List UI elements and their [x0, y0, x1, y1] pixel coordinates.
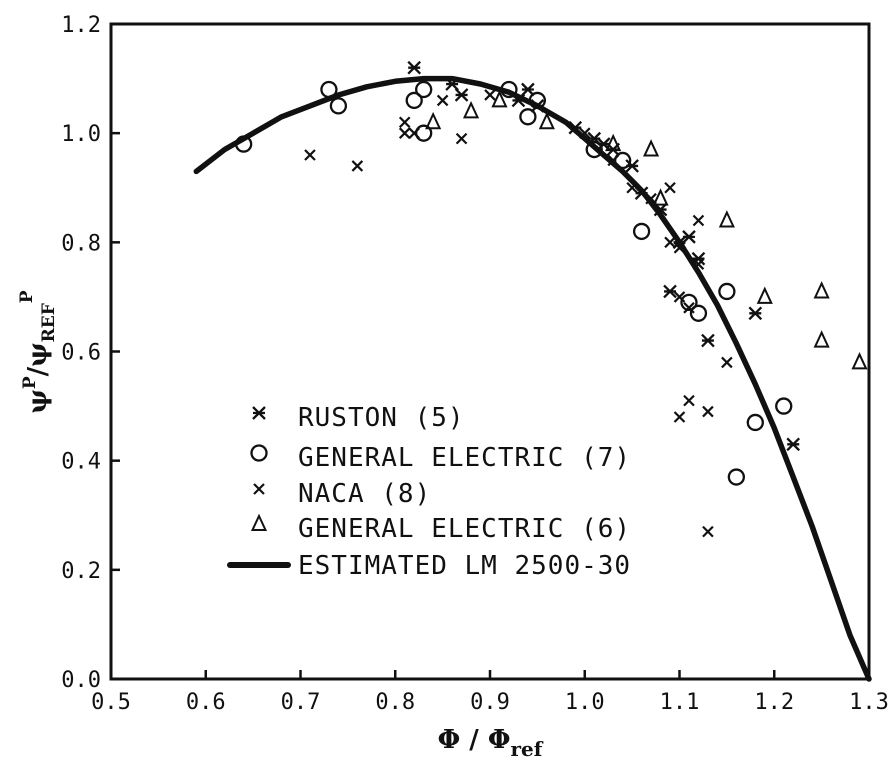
data-point-triangle — [462, 100, 480, 119]
data-point-triangle — [491, 90, 508, 108]
data-point-triangle — [643, 139, 660, 157]
data-point-circle — [689, 304, 708, 322]
data-point-x — [398, 127, 411, 139]
data-point-triangle — [813, 281, 830, 299]
data-point-triangle — [652, 188, 669, 206]
data-point-x — [673, 291, 686, 303]
data-point-circle — [727, 468, 745, 486]
series-line-estimated — [193, 75, 872, 682]
y-tick-label: 0.4 — [61, 450, 101, 475]
legend-label: GENERAL ELECTRIC (6) — [298, 514, 631, 544]
data-point-circle — [585, 140, 603, 159]
data-point-asterisk — [407, 60, 422, 75]
data-point-circle — [329, 97, 348, 115]
legend-swatch-triangle — [250, 513, 268, 531]
data-point-circle — [632, 222, 651, 241]
data-point-x — [351, 160, 364, 172]
data-point-asterisk — [682, 230, 696, 244]
data-point-x — [664, 236, 676, 249]
data-point-triangle — [605, 133, 622, 152]
x-tick-label: 1.2 — [754, 690, 794, 715]
legend: RUSTON (5) GENERAL ELECTRIC (7) NACA (8) GE… — [227, 403, 631, 581]
data-point-triangle — [425, 111, 442, 130]
y-axis-label: ψP/ψREFP — [17, 290, 59, 413]
data-point-x — [702, 405, 714, 418]
data-point-x — [455, 132, 468, 145]
y-axis: 0.0 0.2 0.4 0.6 0.8 1.0 1.2 — [61, 13, 120, 693]
data-point-asterisk — [701, 333, 715, 348]
legend-label: GENERAL ELECTRIC (7) — [298, 443, 631, 473]
data-point-asterisk — [454, 88, 469, 102]
data-point-triangle — [538, 111, 555, 130]
x-tick-label: 0.5 — [91, 690, 131, 715]
x-tick-label: 0.6 — [186, 690, 226, 715]
y-tick-label: 0.0 — [61, 668, 101, 693]
legend-label: NACA (8) — [298, 479, 431, 509]
data-point-x — [304, 149, 316, 161]
legend-swatch-x — [253, 483, 265, 495]
data-point-x — [664, 181, 676, 194]
legend-label: RUSTON (5) — [298, 403, 465, 433]
data-point-x — [436, 94, 449, 107]
data-point-circle — [718, 282, 736, 301]
y-tick-label: 1.0 — [61, 122, 101, 147]
legend-swatch-asterisk — [252, 406, 266, 420]
data-point-x — [702, 525, 714, 538]
data-point-circle — [680, 293, 698, 312]
data-point-circle — [746, 413, 764, 432]
data-point-asterisk — [521, 82, 535, 97]
data-point-triangle — [756, 286, 773, 304]
y-tick-label: 0.2 — [61, 559, 101, 584]
data-point-x — [673, 411, 686, 423]
x-tick-label: 1.1 — [660, 690, 700, 715]
data-point-asterisk — [786, 437, 801, 452]
data-point-circle — [775, 397, 793, 415]
x-tick-label: 1.0 — [565, 690, 605, 715]
data-point-x — [721, 356, 733, 369]
x-axis-label: Φ / Φref — [438, 725, 544, 761]
data-point-triangle — [813, 330, 830, 348]
x-tick-label: 0.9 — [470, 690, 510, 715]
data-point-asterisk — [748, 306, 763, 321]
data-point-circle — [415, 124, 433, 142]
x-tick-label: 0.8 — [375, 690, 415, 715]
x-tick-label: 1.3 — [849, 690, 889, 715]
x-tick-label: 0.7 — [281, 690, 321, 715]
legend-label: ESTIMATED LM 2500-30 — [298, 551, 631, 581]
data-point-x — [398, 116, 411, 129]
data-point-x — [683, 394, 695, 407]
y-tick-label: 0.6 — [61, 341, 101, 366]
data-point-x — [484, 89, 496, 101]
data-point-x — [692, 214, 705, 227]
legend-swatch-circle — [250, 444, 268, 462]
data-point-triangle — [851, 352, 868, 370]
y-tick-label: 0.8 — [61, 231, 101, 256]
x-axis: 0.5 0.6 0.7 0.8 0.9 1.0 1.1 1.2 1.3 — [91, 670, 889, 715]
data-point-circle — [405, 91, 423, 110]
data-point-triangle — [718, 210, 735, 228]
data-point-circle — [415, 80, 433, 99]
data-marks — [193, 60, 872, 682]
data-point-x — [683, 302, 695, 314]
data-point-x — [408, 127, 420, 139]
data-point-circle — [519, 108, 537, 126]
data-point-asterisk — [663, 284, 677, 299]
y-tick-label: 1.2 — [61, 13, 101, 38]
